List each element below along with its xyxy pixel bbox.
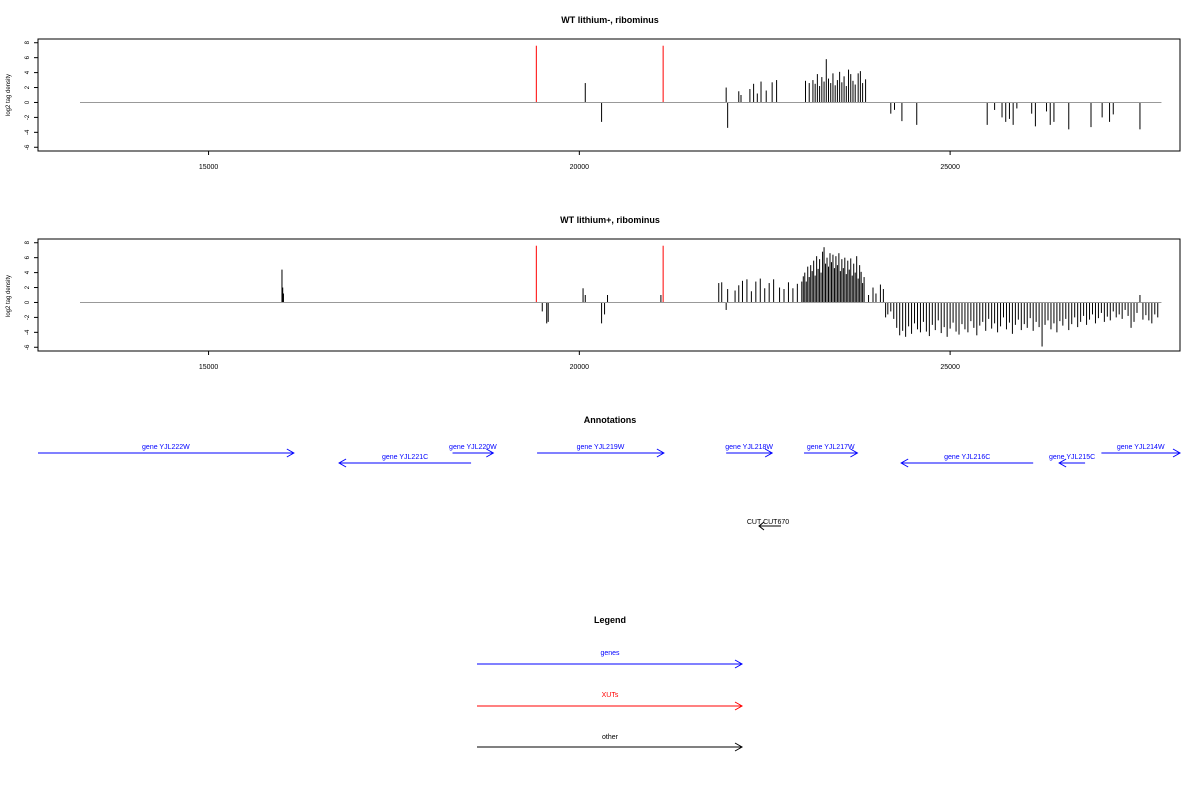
- axes: 8 6 4 2 0 -2 -4 -6 15000 20000 25000: [25, 40, 1162, 171]
- x-tick-label: 15000: [199, 364, 219, 371]
- gene-arrow-head: [486, 448, 495, 458]
- legend-label: genes: [600, 650, 620, 657]
- gene-arrow: gene YJL219W: [537, 444, 665, 458]
- gene-label: gene YJL217W: [807, 444, 855, 451]
- gene-arrow: gene YJL215C: [1049, 454, 1095, 468]
- y-tick-label: 2: [25, 285, 31, 289]
- legend-label: other: [602, 734, 619, 741]
- gene-arrow: gene YJL217W: [804, 444, 859, 458]
- legend-title: Legend: [594, 615, 626, 625]
- gene-arrow: gene YJL216C: [900, 454, 1034, 468]
- plot-frame: [37, 38, 1181, 152]
- legend-item-other: other: [477, 734, 744, 752]
- gene-label: gene YJL214W: [1117, 444, 1165, 451]
- cut-label: CUT CUT670: [747, 519, 789, 526]
- y-tick-label: 2: [25, 85, 31, 89]
- y-tick-label: -6: [25, 144, 31, 150]
- gene-arrow-head: [764, 448, 774, 458]
- y-axis-label: log2 tag density: [6, 74, 12, 116]
- x-tick-label: 20000: [570, 164, 590, 171]
- legend-item-genes: genes: [477, 650, 744, 669]
- y-tick-label: 8: [25, 240, 31, 244]
- gene-label: gene YJL216C: [944, 454, 990, 461]
- y-tick-label: -2: [25, 314, 31, 320]
- plot-frame: [37, 238, 1181, 352]
- y-tick-label: 0: [25, 100, 31, 104]
- x-tick-label: 25000: [940, 164, 960, 171]
- gene-arrow: gene YJL222W: [38, 444, 295, 458]
- gene-arrow-head: [286, 448, 295, 458]
- gene-arrow-head: [338, 458, 347, 468]
- y-tick-label: 0: [25, 300, 31, 304]
- gene-label: gene YJL222W: [142, 444, 190, 451]
- axes: 8 6 4 2 0 -2 -4 -6 15000 20000 25000: [25, 240, 1162, 371]
- y-tick-label: -2: [25, 114, 31, 120]
- y-axis-label: log2 tag density: [6, 275, 12, 317]
- gene-label: gene YJL218W: [725, 444, 773, 451]
- gene-arrows: gene YJL222W gene YJL221C gene YJL220W gene…: [38, 444, 1182, 468]
- gene-arrow: gene YJL214W: [1101, 444, 1182, 458]
- gene-arrow: gene YJL221C: [338, 454, 472, 468]
- legend-arrow-head: [734, 659, 744, 669]
- gene-arrow: gene YJL218W: [725, 444, 774, 458]
- y-tick-label: -4: [25, 329, 31, 335]
- legend-arrow-head: [734, 701, 744, 711]
- panel-title: WT lithium-, ribominus: [561, 15, 659, 25]
- bar-series: [535, 45, 1141, 130]
- gene-label: gene YJL219W: [577, 444, 625, 451]
- panel-title: WT lithium+, ribominus: [560, 215, 660, 225]
- y-tick-label: 8: [25, 40, 31, 44]
- annotations-title: Annotations: [584, 415, 637, 425]
- x-tick-label: 20000: [570, 364, 590, 371]
- x-tick-label: 15000: [199, 164, 219, 171]
- y-tick-label: 4: [25, 70, 31, 74]
- gene-arrow-head: [1058, 458, 1067, 468]
- gene-arrow-head: [1172, 448, 1182, 458]
- gene-label: gene YJL215C: [1049, 454, 1095, 461]
- bar-series: [281, 245, 1159, 347]
- y-tick-label: -6: [25, 344, 31, 350]
- legend-item-xuts: XUTs: [477, 692, 744, 711]
- y-tick-label: -4: [25, 129, 31, 135]
- density-panel-lithium-plus: WT lithium+, ribominus log2 tag density …: [6, 215, 1181, 371]
- y-tick-label: 4: [25, 270, 31, 274]
- gene-arrow-head: [900, 458, 909, 468]
- gene-arrow-head: [850, 448, 859, 458]
- gene-label: gene YJL221C: [382, 454, 428, 461]
- gene-arrow-head: [656, 448, 665, 458]
- gene-arrow: gene YJL220W: [449, 444, 497, 458]
- cut-arrow: CUT CUT670: [747, 519, 789, 531]
- legend-label: XUTs: [602, 692, 619, 699]
- y-tick-label: 6: [25, 255, 31, 259]
- legend-arrow-head: [734, 742, 744, 752]
- gene-label: gene YJL220W: [449, 444, 497, 451]
- cut-arrow-head: [758, 521, 765, 531]
- y-tick-label: 6: [25, 55, 31, 59]
- x-tick-label: 25000: [940, 364, 960, 371]
- legend: Legend genes XUTs other: [477, 615, 744, 752]
- density-panel-lithium-minus: WT lithium-, ribominus log2 tag density …: [6, 15, 1181, 171]
